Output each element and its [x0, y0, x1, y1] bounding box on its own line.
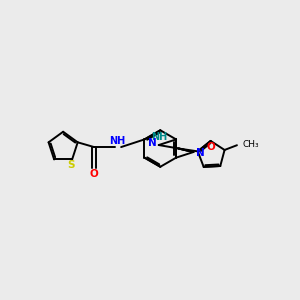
Text: NH: NH	[151, 132, 167, 142]
Text: N: N	[148, 138, 157, 148]
Text: O: O	[90, 169, 98, 178]
Text: N: N	[196, 148, 204, 158]
Text: NH: NH	[110, 136, 126, 146]
Text: O: O	[206, 142, 215, 152]
Text: CH₃: CH₃	[242, 140, 259, 149]
Text: S: S	[67, 160, 74, 170]
